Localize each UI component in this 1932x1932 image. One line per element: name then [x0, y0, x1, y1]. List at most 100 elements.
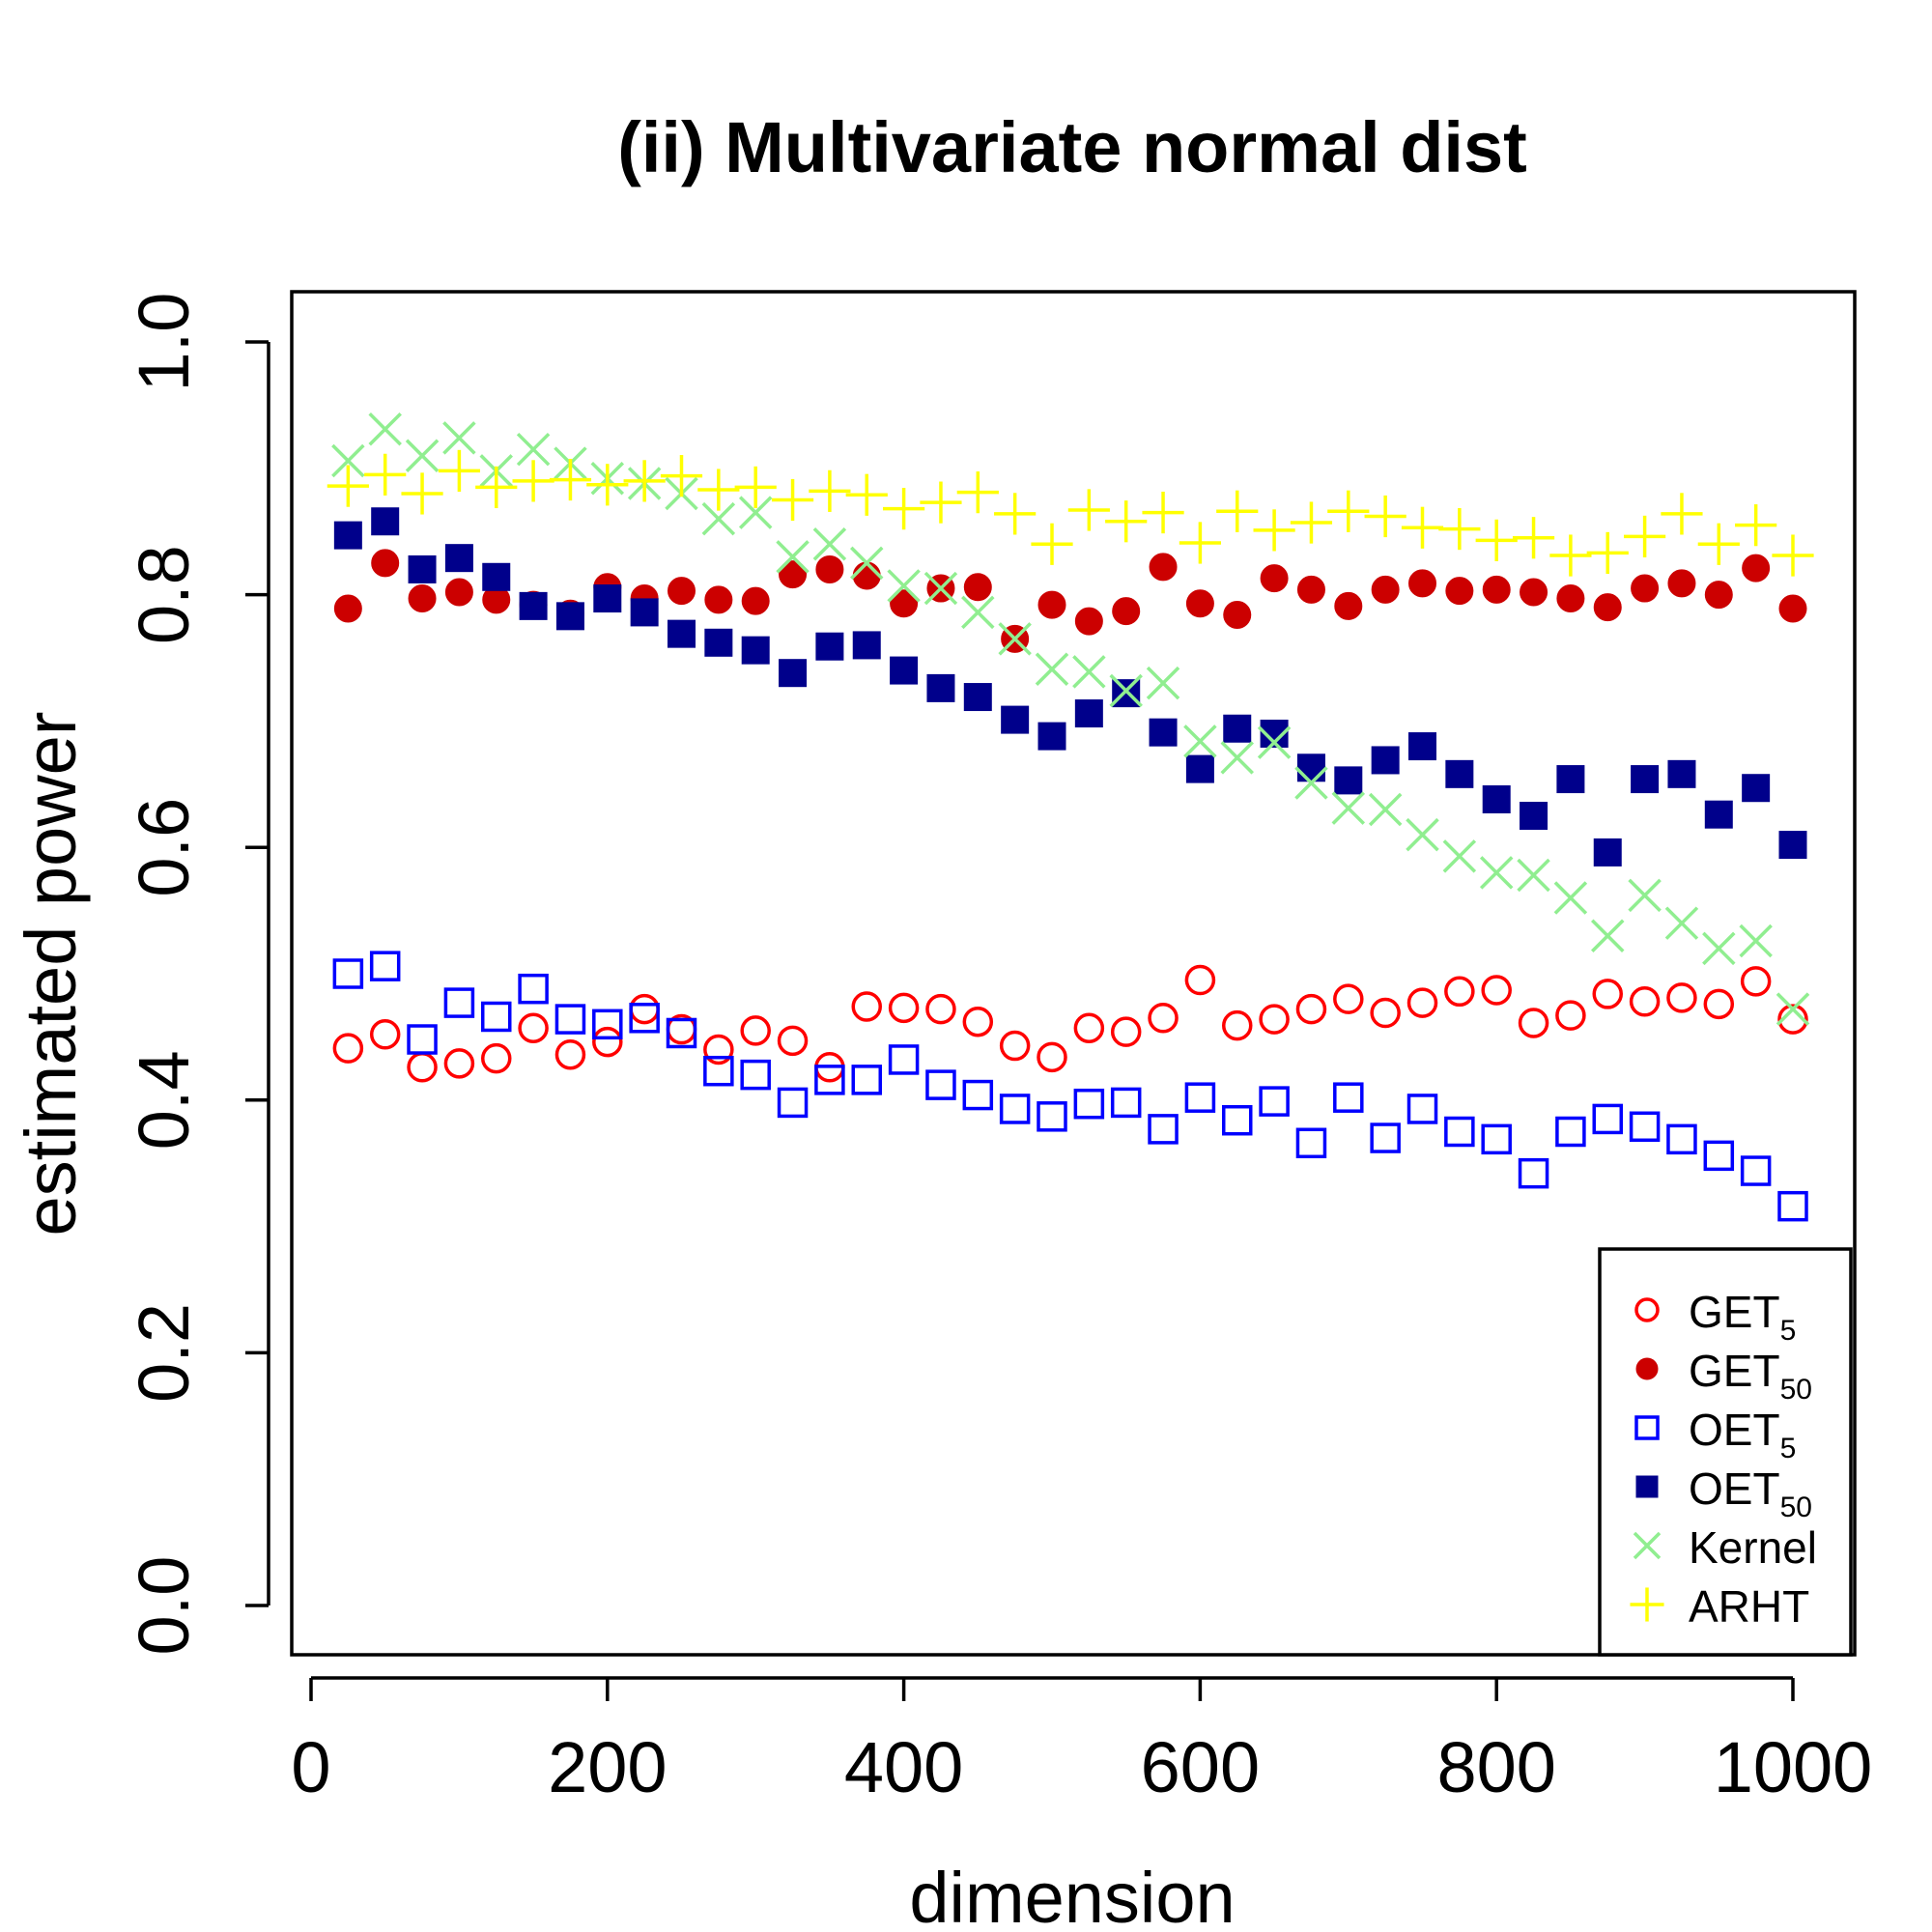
point-kernel-450: [961, 595, 995, 630]
point-kernel-950: [1702, 931, 1736, 966]
point-oet50-375: [852, 631, 881, 660]
point-get50-650: [1260, 564, 1289, 593]
point-oet50-825: [1520, 802, 1548, 830]
point-kernel-900: [1628, 878, 1662, 913]
point-arht-975: [1735, 504, 1777, 547]
point-get5-550: [1110, 1016, 1142, 1047]
point-get5-750: [1406, 987, 1438, 1018]
point-arht-850: [1549, 534, 1592, 577]
point-get50-625: [1223, 601, 1252, 630]
y-tick-label-0.6: 0.6: [124, 798, 204, 897]
legend-name-get50: GET: [1689, 1346, 1780, 1396]
legend-label-kernel: Kernel: [1689, 1522, 1817, 1573]
point-get5-975: [1740, 966, 1772, 997]
legend-name-kernel: Kernel: [1689, 1522, 1817, 1573]
point-kernel-800: [1479, 856, 1514, 890]
point-oet50-425: [926, 673, 955, 702]
point-kernel-975: [1739, 923, 1773, 958]
point-oet5-675: [1295, 1127, 1327, 1159]
point-arht-300: [734, 466, 777, 509]
point-arht-175: [549, 458, 592, 501]
point-oet5-125: [481, 1001, 512, 1033]
point-oet5-200: [592, 1009, 623, 1040]
point-arht-700: [1327, 490, 1370, 532]
point-arht-200: [586, 464, 629, 506]
point-get50-50: [371, 549, 400, 578]
point-kernel-925: [1664, 906, 1699, 940]
point-oet5-975: [1740, 1155, 1772, 1186]
point-get50-500: [1037, 590, 1066, 619]
point-oet5-275: [703, 1055, 734, 1087]
series-arht: [327, 449, 1814, 577]
point-get5-650: [1259, 1004, 1290, 1035]
x-tick-label-200: 200: [548, 1727, 667, 1807]
point-oet5-425: [925, 1069, 956, 1100]
point-kernel-825: [1517, 858, 1550, 893]
point-oet5-450: [962, 1079, 994, 1111]
plot-frame: [290, 290, 1857, 1657]
point-kernel-625: [1220, 741, 1254, 775]
point-get5-825: [1518, 1008, 1549, 1038]
point-get50-750: [1408, 569, 1436, 598]
point-kernel-725: [1368, 792, 1403, 827]
x-axis-label: dimension: [909, 1858, 1235, 1932]
point-arht-650: [1253, 509, 1295, 552]
point-arht-325: [771, 478, 814, 522]
legend-item-get50: GET50: [1635, 1346, 1812, 1406]
point-oet50-625: [1223, 714, 1252, 743]
point-oet50-1000: [1778, 831, 1807, 860]
point-arht-50: [364, 453, 407, 496]
point-oet50-500: [1037, 722, 1066, 751]
point-kernel-350: [812, 527, 847, 561]
point-arht-925: [1661, 493, 1703, 535]
y-tick-label-0.8: 0.8: [124, 545, 204, 644]
point-get50-375: [852, 561, 881, 590]
point-get5-775: [1444, 976, 1475, 1008]
legend-label-oet50: OET50: [1689, 1463, 1812, 1523]
point-get50-850: [1556, 584, 1585, 613]
x-tick-label-0: 0: [291, 1727, 330, 1807]
point-oet50-300: [741, 636, 770, 665]
point-get50-725: [1371, 575, 1400, 604]
point-get50-550: [1112, 597, 1141, 626]
point-oet5-250: [666, 1017, 697, 1049]
point-get5-725: [1370, 997, 1401, 1029]
point-oet5-150: [518, 973, 549, 1005]
point-arht-150: [512, 460, 554, 502]
point-oet50-525: [1074, 699, 1103, 728]
point-oet5-50: [369, 951, 401, 981]
point-arht-350: [809, 469, 851, 512]
point-oet50-475: [1001, 705, 1030, 734]
point-get5-400: [888, 992, 920, 1024]
point-oet5-700: [1333, 1082, 1364, 1113]
point-get5-575: [1148, 1003, 1179, 1034]
point-oet50-150: [519, 591, 548, 620]
point-oet5-175: [554, 1004, 586, 1035]
point-oet50-200: [593, 584, 622, 613]
point-oet5-300: [740, 1059, 771, 1091]
point-get5-425: [925, 993, 956, 1025]
point-kernel-100: [442, 421, 476, 455]
point-oet50-700: [1334, 766, 1363, 795]
point-get5-275: [703, 1034, 734, 1065]
point-arht-275: [697, 469, 740, 511]
point-oet5-350: [814, 1065, 845, 1095]
point-oet5-900: [1629, 1111, 1661, 1143]
point-arht-950: [1697, 523, 1740, 565]
point-get50-675: [1296, 575, 1325, 604]
point-get5-500: [1037, 1041, 1067, 1073]
x-tick-label-400: 400: [844, 1727, 963, 1807]
point-get50-900: [1631, 574, 1660, 603]
point-oet50-675: [1296, 753, 1325, 782]
point-get50-400: [890, 589, 919, 618]
legend-item-kernel: Kernel: [1633, 1522, 1817, 1573]
point-get50-800: [1482, 575, 1511, 604]
point-get5-75: [407, 1052, 438, 1083]
legend-subscript-get50: 50: [1780, 1374, 1812, 1406]
point-arht-675: [1290, 501, 1333, 544]
point-kernel-1000: [1776, 992, 1810, 1026]
point-arht-800: [1475, 519, 1518, 561]
point-get50-25: [333, 594, 362, 623]
point-get50-250: [668, 577, 696, 606]
